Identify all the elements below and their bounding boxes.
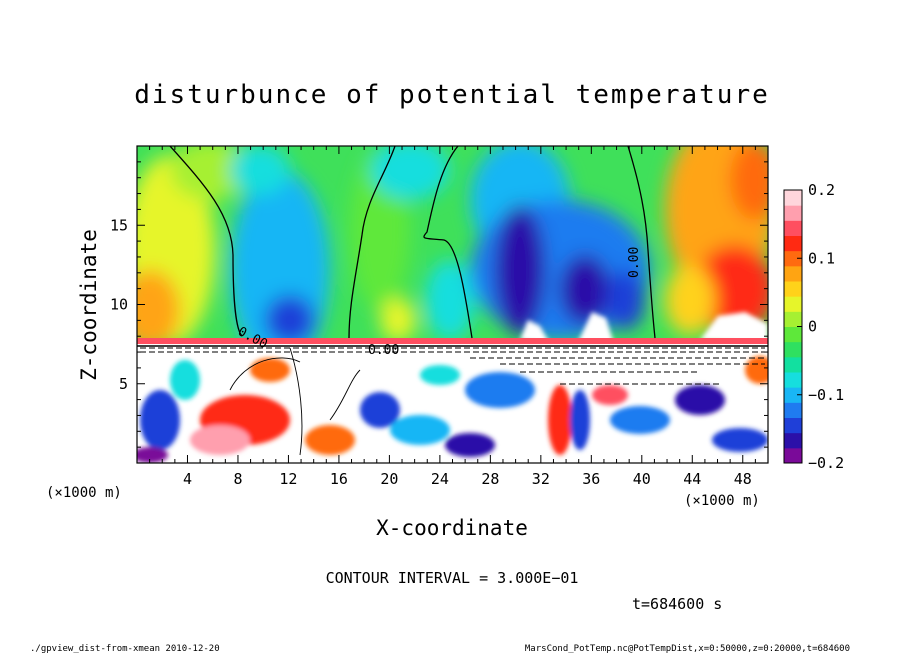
colorbar-swatch (784, 356, 802, 373)
footer-right: MarsCond_PotTemp.nc@PotTempDist,x=0:5000… (525, 644, 850, 654)
x-tick-label: 20 (380, 470, 398, 488)
x-tick-label: 32 (532, 470, 550, 488)
colorbar-swatch (784, 250, 802, 267)
x-tick-label: 16 (330, 470, 348, 488)
colorbar (784, 190, 802, 464)
x-tick-label: 12 (279, 470, 297, 488)
colorbar-swatch (784, 220, 802, 236)
time-text: t=684600 s (632, 595, 722, 613)
x-tick-label: 36 (582, 470, 600, 488)
colorbar-swatch (784, 311, 802, 327)
colorbar-swatch (784, 265, 802, 282)
contour-label: 0.00 (627, 247, 642, 278)
colorbar-tick-label: 0.2 (808, 181, 835, 199)
y-tick-label: 15 (110, 216, 128, 234)
colorbar-swatch (784, 205, 802, 221)
x-axis-label: X-coordinate (376, 516, 528, 540)
y-tick-label: 5 (119, 375, 128, 393)
colorbar-swatch (784, 432, 802, 449)
colorbar-swatch (784, 296, 802, 312)
colorbar-swatch (784, 281, 802, 297)
footer-left: ./gpview_dist-from-xmean 2010-12-20 (30, 644, 220, 654)
x-tick-label: 48 (734, 470, 752, 488)
y-axis-label: Z-coordinate (77, 229, 101, 381)
x-tick-label: 4 (183, 470, 192, 488)
colorbar-swatch (784, 447, 802, 464)
y-tick-label: 10 (110, 296, 128, 314)
x-unit-label: (×1000 m) (684, 493, 760, 509)
x-axis: 4 8 12 16 20 24 28 32 36 40 44 48 (149, 146, 756, 488)
x-tick-label: 8 (233, 470, 242, 488)
colorbar-tick-label: 0.1 (808, 249, 835, 267)
colorbar-ticks: 0.2 0.1 0 −0.1 −0.2 (797, 181, 844, 472)
x-tick-label: 24 (431, 470, 449, 488)
colorbar-tick-label: −0.1 (808, 386, 844, 404)
x-tick-label: 28 (481, 470, 499, 488)
y-axis: 5 10 15 (110, 161, 768, 448)
y-unit-label: (×1000 m) (46, 485, 122, 501)
colorbar-swatch (784, 235, 802, 252)
colorbar-tick-label: −0.2 (808, 454, 844, 472)
contour-label: 0.00 (368, 343, 399, 358)
colorbar-swatch (784, 387, 802, 403)
colorbar-swatch (784, 341, 802, 358)
colorbar-tick-label: 0 (808, 318, 817, 336)
colorbar-swatch (784, 372, 802, 388)
x-tick-label: 44 (683, 470, 701, 488)
contour-interval-text: CONTOUR INTERVAL = 3.000E−01 (326, 569, 579, 587)
chart-title: disturbunce of potential temperature (134, 80, 770, 110)
colorbar-swatch (784, 417, 802, 434)
heatmap-field (137, 146, 768, 463)
colorbar-swatch (784, 190, 802, 206)
x-tick-label: 40 (633, 470, 651, 488)
colorbar-swatch (784, 402, 802, 418)
colorbar-swatch (784, 326, 802, 343)
